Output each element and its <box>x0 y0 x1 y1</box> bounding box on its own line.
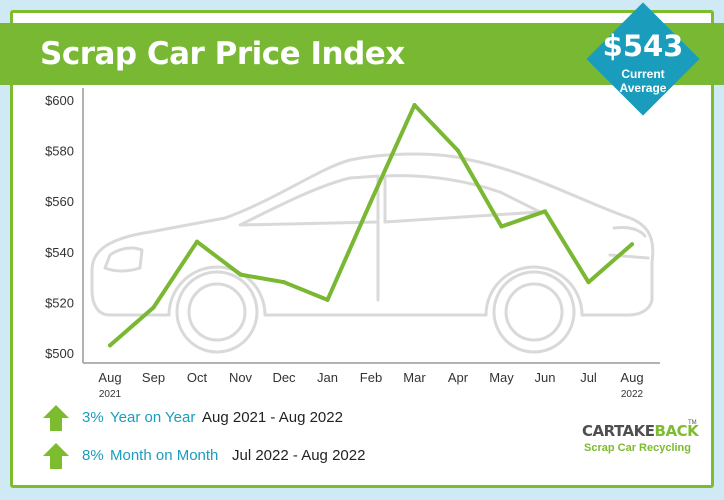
x-tick-label: Oct <box>187 370 208 385</box>
logo-tagline: Scrap Car Recycling <box>584 442 691 454</box>
arrow-up-icon <box>43 405 69 431</box>
data-point <box>238 272 243 277</box>
x-tick-label: Dec <box>272 370 296 385</box>
data-point <box>325 297 330 302</box>
current-average-badge: $543 Current Average <box>586 2 700 116</box>
data-point <box>108 343 112 348</box>
price-points <box>108 103 634 348</box>
data-point <box>151 305 156 310</box>
logo-brand-part2: BACK <box>654 422 699 440</box>
x-tick-year-label: 2022 <box>621 389 644 400</box>
y-tick-label: $520 <box>45 295 74 310</box>
x-tick-label: Feb <box>360 370 382 385</box>
x-tick-label: Mar <box>403 370 426 385</box>
cartakeback-logo: CARTAKEBACK TM Scrap Car Recycling <box>582 420 699 460</box>
page-title: Scrap Car Price Index <box>40 36 405 72</box>
x-tick-label: May <box>489 370 514 385</box>
data-point <box>369 199 373 204</box>
x-axis: Aug 2021 Sep Oct Nov Dec Jan Feb Mar Apr May Jun Jul… <box>83 362 660 400</box>
x-tick-label: Sep <box>142 370 165 385</box>
x-tick-year-label: 2021 <box>99 389 122 400</box>
logo-brand-part1: CARTAKE <box>582 422 655 440</box>
stat-yoy-label: Year on Year <box>110 409 196 426</box>
y-tick-label: $540 <box>45 245 74 260</box>
y-tick-label: $600 <box>45 93 74 108</box>
badge-price: $543 <box>602 29 684 63</box>
data-point <box>456 148 460 153</box>
stat-yoy-range: Aug 2021 - Aug 2022 <box>202 409 343 426</box>
badge-caption-line2: Average <box>619 81 667 95</box>
data-point <box>499 224 504 229</box>
car-outline-illustration <box>90 152 655 354</box>
x-tick-label: Jun <box>535 370 556 385</box>
y-tick-label: $500 <box>45 346 74 361</box>
x-tick-label: Jul <box>580 370 597 385</box>
logo-trademark: TM <box>688 420 697 426</box>
x-tick-label: Jan <box>317 370 338 385</box>
x-tick-label: Aug <box>620 370 643 385</box>
logo-brand: CARTAKEBACK <box>582 422 699 440</box>
x-tick-label: Nov <box>229 370 253 385</box>
stat-mom-percent: 8% <box>82 447 104 464</box>
stat-mom-label: Month on Month <box>110 447 219 464</box>
stat-mom-range: Jul 2022 - Aug 2022 <box>232 447 366 464</box>
data-point <box>543 209 547 214</box>
y-tick-label: $560 <box>45 194 74 209</box>
stat-yoy-percent: 3% <box>82 409 104 426</box>
badge-caption-line1: Current <box>621 67 665 81</box>
data-point <box>195 239 199 244</box>
data-point <box>630 242 634 247</box>
x-tick-label: Aug <box>98 370 121 385</box>
data-point <box>586 280 591 285</box>
y-axis: $500 $520 $540 $560 $580 $600 <box>45 88 84 363</box>
data-point <box>282 280 286 285</box>
data-point <box>412 103 417 108</box>
y-tick-label: $580 <box>45 144 74 159</box>
arrow-up-icon <box>43 443 69 469</box>
x-tick-label: Apr <box>448 370 469 385</box>
